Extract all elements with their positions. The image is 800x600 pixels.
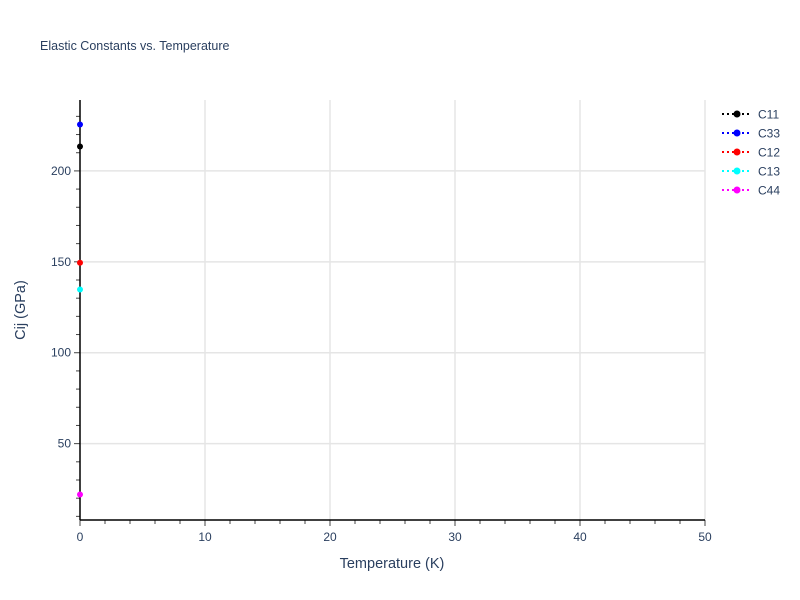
y-tick-label: 100 (51, 346, 71, 360)
legend-marker (733, 129, 741, 137)
y-tick-label: 200 (51, 164, 71, 178)
x-tick-label: 10 (198, 530, 212, 544)
data-marks (77, 121, 83, 498)
x-tick-label: 40 (573, 530, 587, 544)
legend-label: C13 (758, 165, 780, 179)
x-tick-label: 0 (77, 530, 84, 544)
data-point-c12 (77, 259, 83, 266)
legend-label: C33 (758, 127, 780, 141)
legend-label: C11 (758, 108, 779, 122)
y-tick-label: 50 (58, 437, 72, 451)
legend-marker (733, 148, 741, 156)
legend-item-c11[interactable]: C11 (722, 108, 779, 122)
x-tick-label: 30 (448, 530, 462, 544)
legend-item-c44[interactable]: C44 (722, 184, 780, 198)
legend-item-c13[interactable]: C13 (722, 165, 780, 179)
grid (80, 100, 706, 520)
x-tick-label: 20 (323, 530, 337, 544)
legend-label: C12 (758, 146, 780, 160)
legend-label: C44 (758, 184, 780, 198)
axes: 0 10 20 30 40 50 50 100 150 200 (51, 100, 712, 544)
y-axis-label: Cij (GPa) (13, 280, 29, 340)
legend-marker (733, 110, 741, 118)
legend-marker (733, 167, 741, 175)
legend[interactable]: C11 C33 C12 C13 C44 (722, 108, 780, 198)
x-axis-label: Temperature (K) (340, 556, 445, 572)
data-point-c33 (77, 121, 83, 128)
legend-item-c12[interactable]: C12 (722, 146, 780, 160)
legend-marker (733, 186, 741, 194)
legend-item-c33[interactable]: C33 (722, 127, 780, 141)
data-point-c13 (77, 286, 83, 293)
data-point-c11 (77, 143, 83, 150)
y-tick-label: 150 (51, 255, 71, 269)
data-point-c44 (77, 491, 83, 498)
x-tick-label: 50 (698, 530, 712, 544)
chart-title: Elastic Constants vs. Temperature (40, 39, 229, 53)
